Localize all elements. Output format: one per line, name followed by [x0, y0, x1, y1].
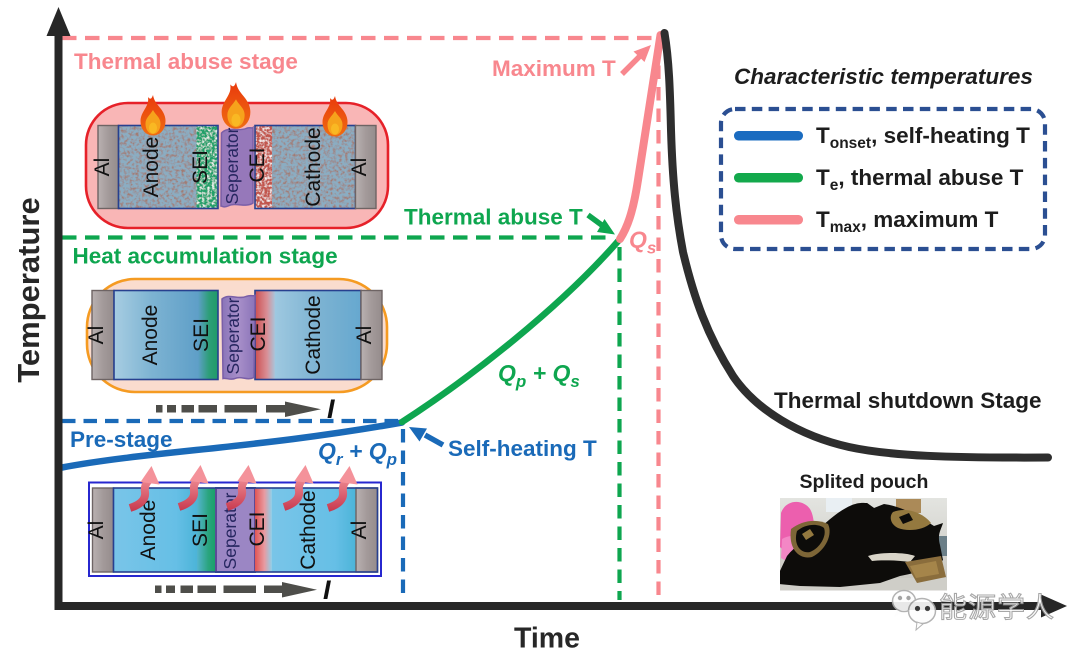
svg-text:Cathode: Cathode: [302, 295, 325, 374]
svg-text:CEI: CEI: [247, 316, 270, 351]
svg-text:Anode: Anode: [137, 500, 160, 561]
svg-text:Qr + Qp: Qr + Qp: [318, 438, 397, 469]
svg-text:Tonset, self-heating T: Tonset, self-heating T: [816, 123, 1030, 152]
svg-text:CEI: CEI: [246, 511, 269, 546]
svg-text:Qp + Qs: Qp + Qs: [498, 360, 580, 391]
svg-text:Al: Al: [85, 326, 108, 345]
svg-text:Heat accumulation stage: Heat accumulation stage: [73, 244, 338, 269]
svg-text:Maximum T: Maximum T: [492, 56, 616, 81]
svg-text:Time: Time: [514, 623, 580, 655]
svg-text:Al: Al: [85, 521, 108, 540]
svg-text:CEI: CEI: [246, 147, 269, 182]
svg-text:Thermal shutdown Stage: Thermal shutdown Stage: [774, 388, 1042, 413]
svg-text:Al: Al: [353, 326, 376, 345]
svg-text:Thermal abuse T: Thermal abuse T: [404, 205, 583, 230]
svg-text:Te, thermal abuse T: Te, thermal abuse T: [816, 165, 1024, 194]
svg-text:I: I: [327, 394, 335, 424]
svg-text:Self-heating T: Self-heating T: [448, 436, 597, 461]
svg-text:能源学人: 能源学人: [939, 592, 1055, 623]
svg-text:I: I: [323, 575, 331, 605]
svg-text:SEI: SEI: [190, 318, 213, 352]
svg-text:Pre-stage: Pre-stage: [70, 427, 173, 452]
svg-text:Cathode: Cathode: [297, 490, 320, 569]
svg-text:Qs: Qs: [629, 227, 656, 258]
svg-text:Temperature: Temperature: [11, 197, 46, 383]
svg-text:Splited pouch: Splited pouch: [800, 471, 929, 493]
svg-text:Anode: Anode: [140, 137, 163, 198]
svg-text:SEI: SEI: [189, 150, 212, 184]
svg-text:SEI: SEI: [189, 513, 212, 547]
svg-text:Anode: Anode: [139, 305, 162, 366]
svg-text:Seperator: Seperator: [223, 297, 243, 374]
svg-text:Al: Al: [348, 521, 371, 540]
svg-text:Thermal abuse stage: Thermal abuse stage: [74, 49, 298, 74]
svg-text:Seperator: Seperator: [222, 127, 242, 204]
svg-text:Tmax, maximum T: Tmax, maximum T: [816, 207, 999, 236]
svg-text:Seperator: Seperator: [220, 492, 240, 569]
svg-text:Al: Al: [348, 158, 371, 177]
svg-text:Cathode: Cathode: [302, 127, 325, 206]
svg-text:Al: Al: [91, 158, 114, 177]
svg-text:Characteristic temperatures: Characteristic temperatures: [734, 64, 1033, 89]
